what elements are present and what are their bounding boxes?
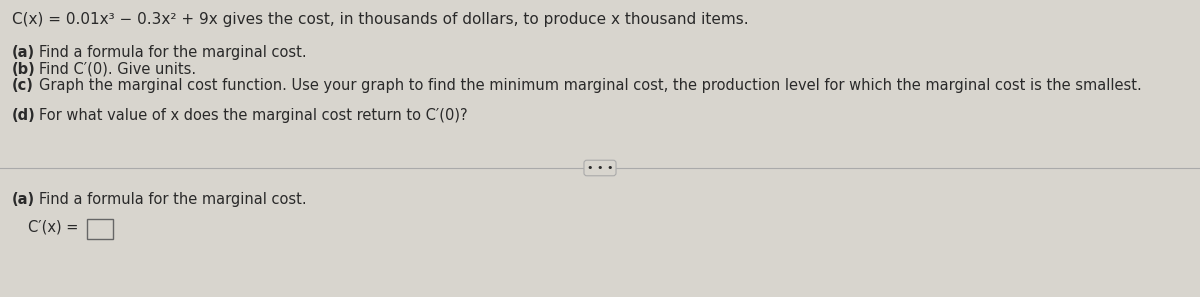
Text: Graph the marginal cost function. Use your graph to find the minimum marginal co: Graph the marginal cost function. Use yo… <box>38 78 1141 93</box>
Text: (a): (a) <box>12 45 35 60</box>
Text: Find C′(0). Give units.: Find C′(0). Give units. <box>38 62 196 77</box>
Text: • • •: • • • <box>587 163 613 173</box>
Text: Find a formula for the marginal cost.: Find a formula for the marginal cost. <box>38 45 307 60</box>
FancyBboxPatch shape <box>88 219 113 239</box>
Text: (c): (c) <box>12 78 34 93</box>
Text: C(x) = 0.01x³ − 0.3x² + 9x gives the cost, in thousands of dollars, to produce x: C(x) = 0.01x³ − 0.3x² + 9x gives the cos… <box>12 12 749 27</box>
Text: For what value of x does the marginal cost return to C′(0)?: For what value of x does the marginal co… <box>38 108 468 123</box>
Text: (d): (d) <box>12 108 36 123</box>
Text: C′(x) =: C′(x) = <box>28 220 78 235</box>
Text: (a): (a) <box>12 192 35 207</box>
Text: (b): (b) <box>12 62 36 77</box>
Text: Find a formula for the marginal cost.: Find a formula for the marginal cost. <box>38 192 307 207</box>
